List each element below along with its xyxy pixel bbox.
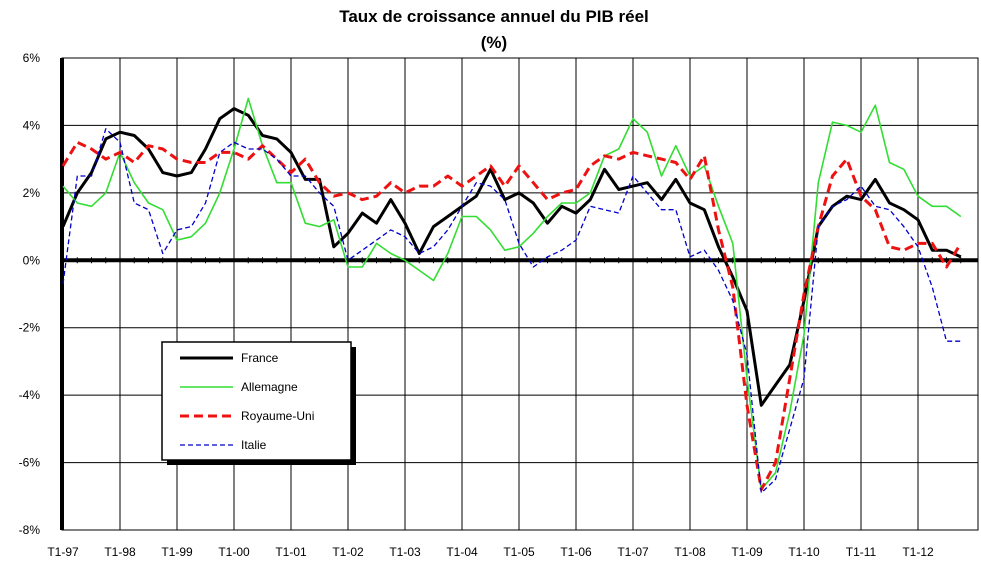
- chart-title: Taux de croissance annuel du PIB réel: [339, 7, 649, 26]
- y-tick-label: 2%: [23, 186, 41, 200]
- x-tick-label: T1-98: [104, 545, 136, 559]
- x-tick-label: T1-04: [446, 545, 478, 559]
- x-tick-label: T1-01: [275, 545, 307, 559]
- legend: France Allemagne Royaume-Uni Italie: [161, 341, 356, 465]
- series-line-royaume-uni: [61, 140, 963, 491]
- x-tick-label: T1-02: [332, 545, 364, 559]
- series-layer: [61, 97, 963, 494]
- y-tick-label: -2%: [19, 321, 41, 335]
- x-tick-label: T1-12: [902, 545, 934, 559]
- x-tick-label: T1-97: [47, 545, 79, 559]
- y-tick-label: -6%: [19, 456, 41, 470]
- x-tick-label: T1-08: [674, 545, 706, 559]
- chart-subtitle: (%): [481, 33, 507, 52]
- y-tick-label: -4%: [19, 388, 41, 402]
- x-tick-label: T1-03: [389, 545, 421, 559]
- x-tick-label: T1-09: [731, 545, 763, 559]
- x-tick-label: T1-10: [788, 545, 820, 559]
- y-tick-label: 6%: [23, 51, 41, 65]
- axis-layer: [60, 58, 978, 530]
- x-tick-label: T1-00: [218, 545, 250, 559]
- x-tick-label: T1-07: [617, 545, 649, 559]
- legend-label: France: [241, 351, 279, 365]
- y-tick-label: 4%: [23, 118, 41, 132]
- x-tick-label: T1-99: [161, 545, 193, 559]
- x-tick-label: T1-05: [503, 545, 535, 559]
- tick-labels-layer: 6% 4% 2% 0% -2% -4% -6% -8% T1-97 T1-98 T1-99 T1-00…: [19, 51, 934, 559]
- x-tick-label: T1-11: [846, 545, 877, 559]
- x-tick-label: T1-06: [560, 545, 592, 559]
- legend-label: Italie: [241, 438, 267, 452]
- y-tick-label: -8%: [19, 523, 41, 537]
- legend-items: France Allemagne Royaume-Uni Italie: [180, 351, 314, 452]
- legend-label: Royaume-Uni: [241, 409, 314, 423]
- legend-label: Allemagne: [241, 380, 298, 394]
- series-line-italie: [62, 128, 961, 494]
- y-tick-label: 0%: [23, 253, 41, 267]
- legend-box: [161, 341, 352, 461]
